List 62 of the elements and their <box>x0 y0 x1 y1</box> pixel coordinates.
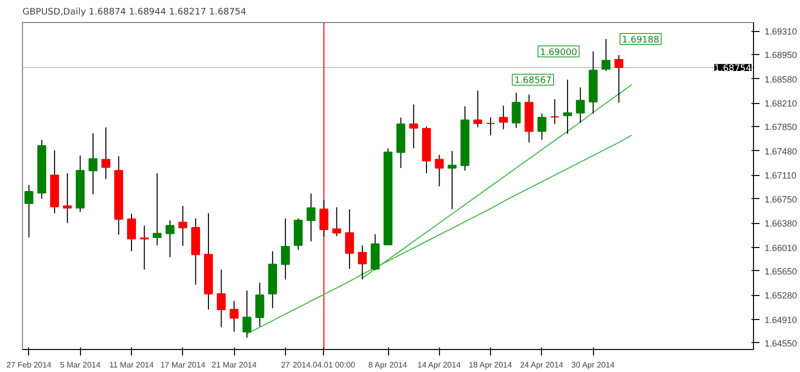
y-tick-label: 1.68950 <box>764 50 798 60</box>
y-tick-label: 1.64910 <box>764 314 798 325</box>
candlestick <box>550 98 560 125</box>
candlestick <box>537 113 546 140</box>
ref-line-label: 1.68754 <box>714 64 752 74</box>
candlestick <box>230 300 239 332</box>
candlestick <box>563 79 572 134</box>
candlestick <box>280 218 290 280</box>
candlestick <box>358 244 367 280</box>
y-tick-label: 1.68580 <box>764 74 798 84</box>
x-tick-label: 30 Apr 2014 <box>571 360 616 370</box>
x-tick-label: 14 Apr 2014 <box>418 360 462 370</box>
candlestick <box>88 132 98 195</box>
x-tick-label: 8 Apr 2014 <box>368 360 408 370</box>
candlestick <box>486 117 496 136</box>
candlestick <box>62 172 72 224</box>
candlestick <box>178 205 188 246</box>
x-tick-label: 27 <box>280 360 290 370</box>
candlestick <box>332 206 342 237</box>
y-tick-label: 1.66010 <box>764 242 798 253</box>
chart-title: GBPUSD,Daily 1.68874 1.68944 1.68217 1.68754 <box>22 8 247 18</box>
y-tick-label: 1.66750 <box>764 194 798 204</box>
candlestick <box>602 38 610 72</box>
annotation: 1.68567 <box>514 76 552 86</box>
x-tick-label: 17 Mar 2014 <box>160 360 206 370</box>
candlestick <box>409 104 418 149</box>
candlestick <box>434 154 444 187</box>
y-tick-label: 1.67480 <box>764 146 798 156</box>
y-tick-label: 1.67850 <box>764 122 798 132</box>
candlestick <box>140 225 149 270</box>
candlestick <box>614 54 624 104</box>
candlestick <box>473 90 482 128</box>
y-tick-label: 1.65650 <box>764 266 798 276</box>
x-tick-label: 24 Apr 2014 <box>520 360 564 370</box>
candlestick <box>216 269 226 328</box>
candlestick <box>448 150 457 210</box>
y-tick-label: 1.69310 <box>764 26 798 37</box>
y-tick-label: 1.66380 <box>764 218 798 229</box>
candlestick <box>242 290 252 338</box>
y-tick-label: 1.67110 <box>764 170 796 181</box>
candlestick <box>576 86 585 124</box>
candlestick <box>24 184 34 238</box>
x-tick-label: 18 Apr 2014 <box>468 360 512 370</box>
x-tick-label: 11 Mar 2014 <box>109 360 154 370</box>
y-tick-label: 1.65280 <box>764 290 798 301</box>
candlestick <box>127 213 136 252</box>
x-tick-label: 27 Feb 2014 <box>6 360 52 370</box>
y-tick-label: 1.64550 <box>764 338 798 348</box>
candlestick <box>345 208 354 270</box>
candlestick <box>306 193 316 242</box>
candlestick <box>166 220 174 258</box>
x-tick-label: 21 Mar 2014 <box>212 360 258 370</box>
annotation: 1.69000 <box>540 48 578 58</box>
x-tick-label: 5 Mar 2014 <box>60 360 101 370</box>
annotation: 1.69188 <box>622 36 660 46</box>
x-tick-label: 2014.04.01 00:00 <box>292 360 356 370</box>
candlestick <box>101 126 110 180</box>
candlestick <box>498 105 508 130</box>
y-tick-label: 1.68210 <box>764 98 798 109</box>
candlestick <box>512 92 521 129</box>
candlestick <box>152 172 162 246</box>
candlestick <box>255 282 264 328</box>
